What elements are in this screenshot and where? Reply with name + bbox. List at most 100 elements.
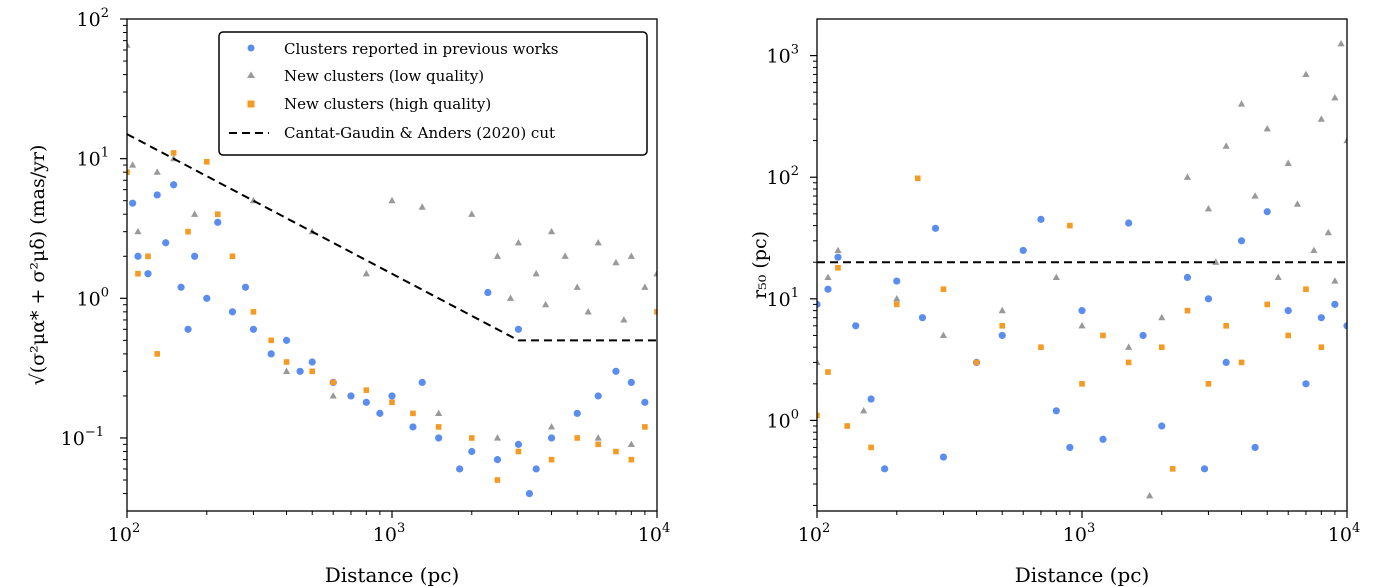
point-square-2-15: [1158, 344, 1165, 351]
point-square-2-22: [574, 435, 581, 441]
point-circle-0-14: [1052, 407, 1060, 415]
point-triangle-1-7: [1052, 273, 1060, 281]
point-circle-0-19: [347, 392, 355, 400]
point-circle-0-27: [514, 440, 523, 448]
point-square-2-18: [1205, 381, 1212, 387]
point-triangle-1-10: [418, 203, 426, 210]
right-y-axis-label: r₅₀ (pc): [749, 231, 771, 299]
point-circle-0-27: [1263, 208, 1271, 216]
point-circle-0-34: [641, 398, 649, 406]
point-triangle-1-29: [435, 409, 443, 416]
x-tick-label: 103: [373, 521, 405, 546]
point-square-2-19: [1223, 323, 1229, 329]
y-tick-label: 102: [767, 164, 799, 189]
point-square-2-20: [1238, 359, 1245, 366]
point-square-2-0: [127, 169, 130, 175]
point-circle-0-15: [282, 336, 291, 344]
left-cut-line: [127, 133, 657, 342]
legend-marker-circle: [247, 44, 255, 52]
point-square-2-17: [435, 424, 442, 430]
point-circle-0-25: [468, 447, 476, 456]
point-square-2-26: [642, 424, 648, 430]
point-circle-0-4: [867, 395, 875, 403]
point-square-2-20: [515, 448, 522, 455]
point-triangle-1-25: [584, 308, 592, 315]
y-tick-label: 100: [767, 407, 799, 432]
point-circle-0-26: [1251, 443, 1259, 452]
point-triangle-1-5: [939, 331, 948, 339]
point-triangle-1-15: [547, 227, 556, 235]
point-square-2-12: [1079, 381, 1085, 387]
left-x-axis-label: Distance (pc): [325, 563, 460, 587]
point-circle-0-7: [184, 325, 192, 333]
point-triangle-1-1: [129, 161, 137, 168]
point-circle-0-6: [893, 277, 901, 285]
point-circle-0-11: [998, 331, 1006, 340]
point-triangle-1-4: [893, 295, 901, 302]
point-triangle-1-31: [547, 423, 556, 430]
y-tick-exponent: 0: [791, 407, 799, 422]
point-square-2-7: [940, 286, 947, 292]
point-triangle-1-18: [594, 238, 602, 246]
point-triangle-1-15: [1237, 100, 1246, 107]
point-circle-0-17: [308, 358, 316, 366]
point-circle-0-0: [129, 199, 137, 207]
point-square-2-10: [268, 337, 274, 344]
point-circle-0-38: [456, 465, 464, 473]
point-circle-0-28: [1284, 307, 1292, 315]
point-triangle-1-26: [1310, 246, 1318, 254]
point-circle-0-30: [1317, 314, 1325, 322]
point-circle-0-9: [939, 453, 948, 461]
point-square-2-11: [283, 359, 290, 365]
point-triangle-1-27: [282, 367, 291, 374]
point-square-2-1: [135, 270, 141, 277]
point-circle-0-36: [514, 325, 523, 333]
right-x-ticks: 102 103 104: [798, 511, 1360, 546]
point-triangle-1-26: [620, 316, 628, 323]
point-square-2-13: [330, 379, 337, 386]
x-tick-exponent: 3: [1087, 521, 1095, 536]
point-circle-0-29: [547, 434, 556, 442]
y-tick-label: 103: [767, 43, 799, 68]
point-square-2-7: [214, 211, 221, 218]
point-circle-0-19: [1139, 331, 1147, 340]
point-circle-0-14: [267, 350, 275, 358]
point-triangle-1-19: [612, 258, 620, 266]
point-triangle-1-12: [493, 252, 502, 259]
point-circle-0-22: [1200, 465, 1209, 473]
point-triangle-1-24: [542, 300, 550, 308]
point-circle-0-20: [362, 398, 370, 406]
point-circle-0-2: [834, 253, 842, 261]
right-axes-frame: [816, 18, 1348, 512]
point-triangle-1-6: [998, 306, 1006, 314]
point-triangle-1-25: [1324, 228, 1332, 236]
point-square-2-24: [1318, 344, 1325, 351]
x-tick-label: 102: [798, 521, 830, 546]
point-square-2-22: [1285, 332, 1292, 339]
point-square-2-19: [494, 477, 501, 483]
left-y-axis-label: √(σ²μα* + σ²μδ) (mas/yr): [27, 145, 49, 386]
point-circle-0-15: [1066, 443, 1074, 452]
point-triangle-1-16: [561, 252, 569, 259]
point-square-2-23: [595, 441, 602, 448]
point-square-2-3: [844, 423, 850, 429]
point-square-2-24: [613, 448, 619, 455]
point-triangle-1-28: [1274, 273, 1282, 281]
legend: Clusters reported in previous works New …: [218, 31, 648, 156]
point-triangle-1-28: [329, 392, 337, 399]
legend-label-cut: Cantat-Gaudin & Anders (2020) cut: [284, 124, 555, 142]
point-triangle-1-0: [127, 41, 131, 48]
point-triangle-1-14: [1222, 142, 1230, 149]
point-circle-0-0: [817, 300, 821, 308]
right-plot-area: [817, 40, 1347, 499]
point-circle-0-3: [852, 322, 860, 330]
point-square-2-16: [1169, 466, 1176, 472]
legend-box: [218, 31, 648, 156]
point-circle-0-16: [1078, 307, 1086, 315]
y-tick-exponent: 1: [791, 286, 799, 301]
legend-label-previous: Clusters reported in previous works: [284, 40, 558, 58]
point-circle-0-11: [228, 308, 237, 316]
point-square-2-9: [999, 323, 1006, 329]
left-plot-area: [127, 41, 657, 498]
y-tick-exponent: −1: [85, 425, 104, 440]
